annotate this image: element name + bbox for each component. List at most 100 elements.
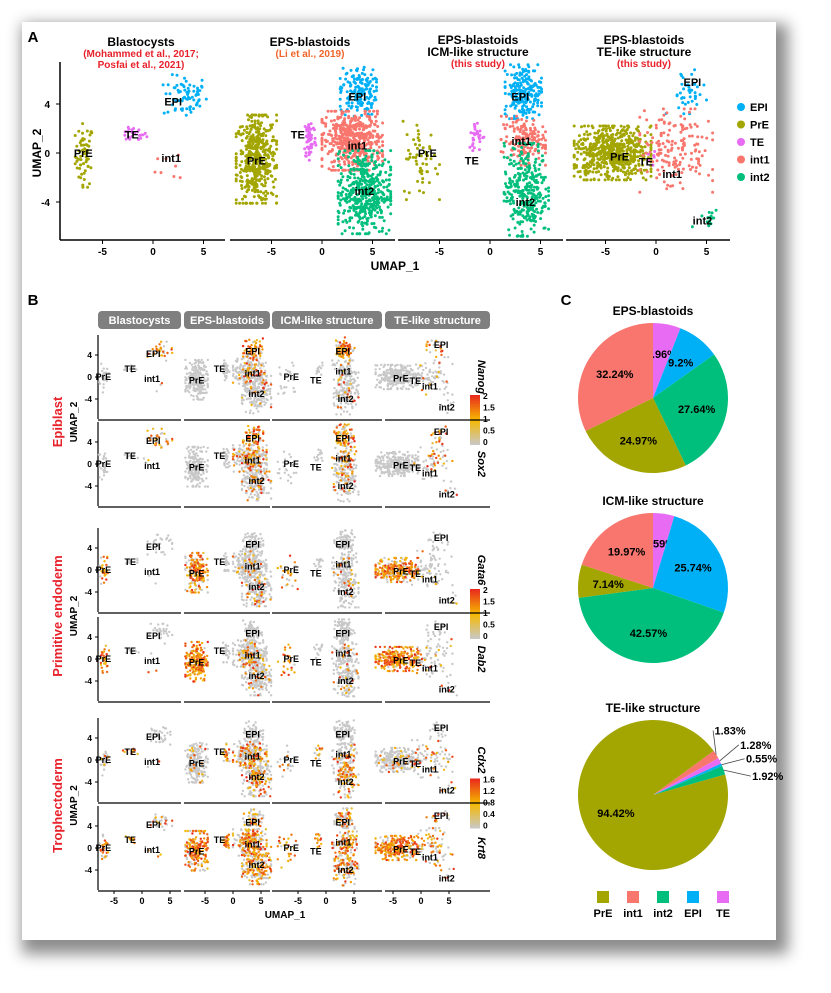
umap-point-int1 (676, 146, 680, 150)
umap-point-PrE (588, 132, 592, 136)
umap-point-PrE (237, 132, 241, 136)
umap-point-PrE (589, 142, 593, 146)
feature-point (205, 379, 208, 383)
umap-point-int2 (710, 211, 714, 215)
y-tick-label: 4 (87, 350, 92, 360)
umap-point-TE (475, 121, 479, 125)
feature-point (264, 361, 267, 364)
umap-point-PrE (261, 165, 265, 169)
umap-point-PrE (592, 177, 596, 181)
umap-point-PrE (75, 156, 78, 160)
feature-point-expressed (338, 341, 342, 344)
feature-point (269, 403, 273, 406)
umap-point-PrE (586, 152, 590, 156)
feature-point (232, 372, 235, 376)
umap-point-PrE (590, 124, 594, 128)
umap-point-int1 (357, 133, 361, 137)
umap-point-PrE (263, 178, 267, 182)
umap-point-EPI (694, 95, 698, 99)
umap-point-int2 (525, 210, 529, 214)
feature-point-expressed (265, 381, 268, 384)
umap-point-PrE (250, 119, 254, 123)
umap-point-int1 (711, 179, 715, 183)
feature-point (377, 374, 380, 377)
umap-point-PrE (598, 150, 602, 154)
feature-point (379, 373, 383, 377)
umap-point-int1 (359, 121, 363, 125)
umap-point-int1 (666, 183, 670, 187)
umap-point-PrE (257, 167, 261, 171)
feature-point (258, 386, 261, 389)
feature-point (102, 383, 105, 386)
feature-point (240, 357, 243, 361)
umap-point-int2 (341, 220, 345, 224)
umap-point-PrE (273, 177, 277, 181)
umap-point-PrE (255, 174, 259, 178)
umap-point-int2 (356, 155, 360, 159)
umap-point-PrE (574, 147, 578, 151)
umap-point-PrE (263, 143, 267, 147)
feature-point (184, 379, 187, 382)
umap-point-int1 (650, 141, 654, 144)
feature-point (422, 368, 425, 372)
umap-point-EPI (527, 75, 531, 79)
umap-point-PrE (247, 188, 251, 191)
umap-point-int1 (665, 160, 669, 164)
umap-point-PrE (572, 124, 576, 128)
umap-point-int2 (375, 195, 379, 199)
feature-point (164, 359, 168, 362)
umap-point-TE (468, 145, 472, 149)
umap-point-int1 (658, 152, 662, 155)
x-tick-label: 5 (201, 247, 207, 258)
y-tick-label: 4 (44, 100, 50, 111)
umap-point-EPI (690, 72, 694, 76)
umap-point-int2 (385, 185, 389, 189)
umap-point-EPI (345, 90, 349, 94)
umap-point-EPI (338, 104, 342, 108)
umap-point-int1 (511, 120, 515, 124)
umap-point-int1 (503, 126, 507, 130)
umap-point-int2 (535, 207, 539, 211)
umap-point-int2 (363, 157, 367, 161)
cluster-label: PrE (284, 372, 300, 382)
feature-point-expressed (440, 350, 443, 353)
umap-point-int2 (336, 218, 340, 222)
umap-point-EPI (525, 73, 528, 77)
umap-point-EPI (175, 83, 179, 87)
feature-point (333, 386, 336, 390)
umap-point-EPI (365, 83, 369, 87)
umap-point-int1 (369, 143, 373, 147)
umap-point-int1 (667, 122, 671, 126)
umap-point-int2 (352, 182, 356, 186)
umap-point-EPI (503, 69, 507, 73)
umap-point-EPI (357, 89, 361, 93)
umap-point-PrE (600, 132, 604, 136)
umap-point-int1 (691, 165, 694, 169)
umap-point-PrE (246, 113, 250, 117)
feature-point (351, 385, 354, 388)
umap-point-int1 (346, 126, 350, 130)
umap-point-PrE (626, 139, 630, 143)
x-tick-label: 0 (653, 247, 659, 258)
umap-point-PrE (258, 153, 262, 157)
feature-point (347, 382, 350, 386)
umap-point-PrE (269, 123, 273, 127)
umap-point-PrE (256, 121, 260, 125)
umap-point-PrE (258, 113, 261, 117)
umap-point-int1 (655, 159, 659, 163)
umap-point-TE (309, 145, 313, 149)
umap-point-int2 (503, 192, 507, 196)
umap-point-int2 (505, 196, 509, 200)
umap-point-PrE (256, 140, 259, 144)
cluster-label: PrE (247, 155, 266, 167)
y-axis-label: UMAP_2 (30, 128, 44, 177)
feature-point (389, 387, 392, 391)
umap-point-PrE (255, 183, 259, 186)
umap-point-EPI (161, 83, 165, 87)
feature-point (332, 396, 335, 399)
umap-point-int1 (658, 173, 662, 176)
umap-point-PrE (82, 162, 85, 166)
umap-point-EPI (375, 85, 378, 89)
umap-point-int2 (525, 154, 529, 158)
